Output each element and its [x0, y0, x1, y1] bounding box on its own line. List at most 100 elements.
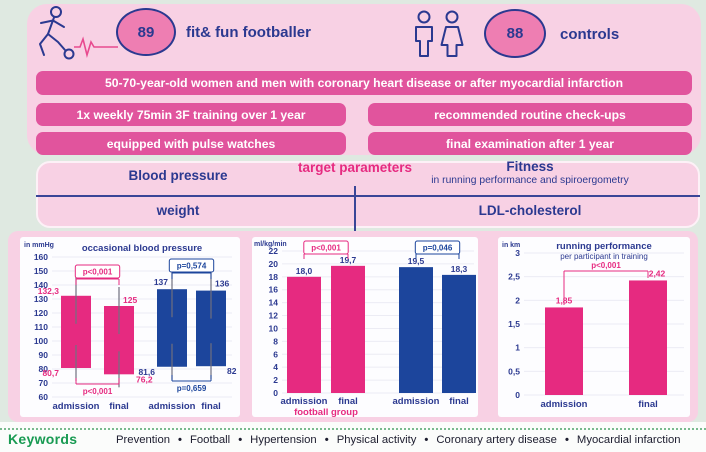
p-value-box — [168, 258, 215, 273]
chart-subtitle: per participant in training — [560, 252, 648, 261]
y-tick-label: 110 — [34, 322, 48, 332]
y-tick-label: 18 — [269, 272, 279, 282]
y-tick-label: 3 — [515, 248, 520, 258]
keywords-band: Keywords Prevention • Football • Hypertensio… — [0, 422, 706, 452]
banner-training: 1x weekly 75min 3F training over 1 year — [36, 103, 346, 126]
keyword-item: Football — [189, 434, 231, 446]
y-tick-label: 150 — [34, 266, 48, 276]
banner-pulse-watches: equipped with pulse watches — [36, 132, 346, 155]
ecg-pulse-line-icon — [74, 36, 118, 58]
y-tick-label: 90 — [39, 350, 49, 360]
controls-count-badge: 88 — [484, 9, 546, 58]
keywords-list: Prevention • Football • Hypertension • Physica… — [116, 434, 681, 446]
y-tick-label: 12 — [269, 311, 279, 321]
y-tick-label: 1,5 — [508, 319, 520, 329]
controls-count: 88 — [506, 25, 524, 42]
value-label: 2,42 — [649, 268, 666, 278]
x-category-label: admission — [53, 401, 100, 412]
x-category-label: admission — [149, 401, 196, 412]
value-label: 125 — [123, 295, 137, 305]
p-value-label: p=0,046 — [423, 244, 453, 253]
y-tick-label: 20 — [269, 259, 279, 269]
keyword-bullet: • — [564, 434, 569, 446]
value-label: 19,7 — [340, 255, 357, 265]
target-parameters-title: target parameters — [297, 160, 413, 175]
x-category-label: final — [109, 401, 129, 412]
keywords-dotted-rule — [0, 428, 706, 430]
bar — [331, 265, 365, 393]
y-tick-label: 14 — [269, 298, 279, 308]
y-tick-label: 160 — [34, 252, 48, 262]
value-label: 18,3 — [451, 264, 468, 274]
p-value-label: p<0,001 — [83, 268, 113, 277]
y-tick-label: 120 — [34, 308, 48, 318]
p-value-label: p=0,659 — [177, 384, 207, 393]
bar — [287, 276, 321, 393]
y-tick-label: 100 — [34, 336, 48, 346]
target-parameters-divider-horizontal — [36, 195, 700, 197]
banner-population: 50-70-year-old women and men with corona… — [36, 71, 692, 95]
x-category-label: admission — [281, 396, 328, 407]
footballer-icon — [39, 6, 118, 60]
bar — [399, 267, 433, 393]
bar — [545, 307, 583, 395]
y-tick-label: 10 — [269, 323, 279, 333]
y-tick-label: 16 — [269, 285, 279, 295]
p-value-label: p<0,001 — [591, 261, 621, 270]
p-value-box — [74, 264, 121, 279]
x-category-label: final — [449, 396, 469, 407]
parameter-fitness-subtitle: in running performance and spiroergometr… — [431, 175, 629, 186]
parameter-ldl-cholesterol: LDL-cholesterol — [478, 203, 582, 218]
y-tick-label: 130 — [34, 294, 48, 304]
bar — [442, 274, 476, 393]
y-tick-label: 80 — [39, 364, 49, 374]
y-tick-label: 2 — [515, 295, 520, 305]
banner-checkups: recommended routine check-ups — [368, 103, 692, 126]
chart-title: running performance — [556, 241, 652, 252]
man-woman-icon — [415, 10, 464, 57]
keyword-item: Myocardial infarction — [576, 434, 681, 446]
value-label: 132,3 — [38, 286, 60, 296]
x-category-label: admission — [393, 396, 440, 407]
value-label: 18,0 — [296, 266, 313, 276]
footballer-count: 89 — [137, 23, 155, 41]
y-tick-label: 0,5 — [508, 366, 520, 376]
y-tick-label: 0 — [515, 390, 520, 400]
parameter-weight: weight — [156, 203, 200, 218]
y-axis-label: in km — [502, 242, 520, 249]
footballer-group-label: fit& fun footballer — [186, 24, 311, 41]
controls-group-label: controls — [560, 26, 620, 43]
y-tick-label: 4 — [273, 362, 278, 372]
value-label: 19,5 — [408, 256, 425, 266]
value-label: 76,2 — [136, 374, 153, 384]
keyword-bullet: • — [424, 434, 429, 446]
target-parameters-panel — [36, 161, 700, 228]
x-category-label: final — [201, 401, 221, 412]
parameter-blood-pressure: Blood pressure — [128, 168, 228, 183]
p-value-box — [414, 240, 461, 255]
keyword-bullet: • — [324, 434, 329, 446]
value-label: 80,7 — [42, 368, 59, 378]
keyword-item: Coronary artery disease — [436, 434, 557, 446]
value-label: 81,6 — [138, 367, 155, 377]
y-tick-label: 0 — [273, 388, 278, 398]
parameter-fitness: Fitness — [506, 159, 554, 174]
y-axis-label: ml/kg/min — [254, 241, 287, 248]
y-axis-label: in mmHg — [24, 242, 54, 249]
value-label: 82 — [227, 366, 237, 376]
bar — [629, 280, 667, 395]
p-value-label: p<0,001 — [311, 244, 341, 253]
keyword-item: Hypertension — [250, 434, 317, 446]
chart-blood-pressure: 60 70 80 90 100 110 120 130 140 150 160 in mmHg occa… — [20, 237, 240, 417]
y-tick-label: 60 — [39, 392, 49, 402]
x-category-label: admission — [541, 399, 588, 410]
value-label: 136 — [215, 279, 229, 289]
y-tick-label: 140 — [34, 280, 48, 290]
p-value-label: p=0,574 — [177, 262, 207, 271]
keyword-item: Physical activity — [336, 434, 417, 446]
keywords-label: Keywords — [8, 431, 78, 447]
x-category-label: final — [338, 396, 358, 407]
y-tick-label: 2,5 — [508, 272, 520, 282]
y-tick-label: 6 — [273, 349, 278, 359]
